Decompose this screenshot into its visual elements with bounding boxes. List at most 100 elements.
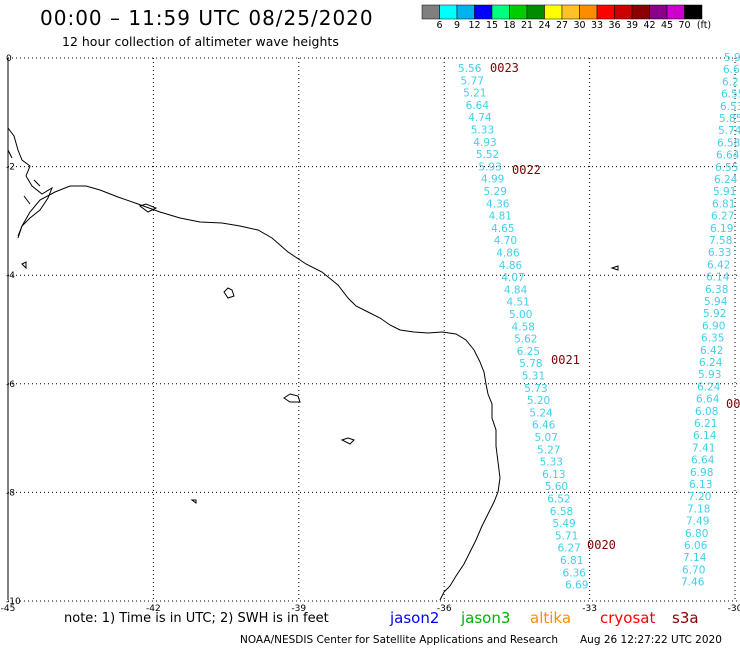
swh-value: 5.20 [527,395,550,407]
color-swatch [666,4,685,20]
island [340,437,355,445]
color-swatch [596,4,615,20]
swh-value: 4.99 [481,174,504,186]
swh-value: 6.24 [697,381,721,393]
swh-value: 6.21 [694,418,717,430]
lon-tick-label: -45 [1,604,16,614]
swh-value: 6.33 [708,247,731,259]
pass-time-label: 0021 [551,353,580,367]
pass-time-label: 0022 [512,163,541,177]
swh-value: 6.70 [682,564,705,576]
swh-value: 4.86 [496,248,520,260]
scale-label: 18 [503,20,516,31]
swh-value: 6.24 [714,174,738,186]
swh-value: 6.08 [695,406,718,418]
swh-value: 5.21 [463,88,486,100]
satellite-legend-s3a: s3a [672,609,699,627]
swh-value: 5.71 [555,530,578,542]
satellite-legend-jason2: jason2 [390,609,440,627]
swh-value: 6.69 [565,580,588,592]
color-swatch [474,4,493,20]
generated-timestamp: Aug 26 12:27:22 UTC 2020 [580,634,722,646]
swh-value: 6.35 [701,333,724,345]
swh-value: 6.24 [699,357,723,369]
swh-value: 4.51 [506,297,529,309]
scale-label: 9 [453,20,461,31]
swh-value: 6.14 [693,430,717,442]
color-swatch [509,4,528,20]
lat-tick-label: -2 [6,163,15,173]
swh-value: 4.81 [489,211,512,223]
page-subtitle: 12 hour collection of altimeter wave hei… [62,34,339,49]
swh-value: 5.33 [471,125,494,137]
color-swatch [544,4,563,20]
lon-tick-label: -39 [291,604,306,614]
swh-value: 6.42 [700,345,723,357]
swh-value: 6.36 [563,567,587,579]
swh-value: 5.00 [509,309,532,321]
lat-tick-label: 0 [6,54,12,64]
swh-value: 5.52 [476,149,499,161]
color-scale [421,4,703,20]
island [223,287,235,299]
swh-value: 6.81 [712,198,735,210]
swh-value: 4.65 [491,223,514,235]
color-swatch [684,4,703,20]
scale-label: 30 [573,20,586,31]
scale-label: 42 [643,20,656,31]
swh-value: 6.52 [547,494,570,506]
scale-label: 39 [625,20,639,31]
island [283,393,301,403]
swh-value: 7.18 [687,503,710,515]
color-swatch [491,4,510,20]
scale-label: 21 [520,20,534,31]
swh-value: 6.64 [691,455,715,467]
swh-value: 6.6 [723,64,740,76]
island [138,203,158,213]
swh-value: 4.93 [473,137,496,149]
coastal-detail [7,127,54,237]
satellite-legend-cryosat: cryosat [600,609,656,627]
swh-value: 7.41 [692,442,715,454]
lon-tick-label: -42 [146,604,161,614]
scale-label: 15 [485,20,499,31]
page-title: 00:00 – 11:59 UTC 08/25/2020 [40,6,374,30]
lon-tick-label: -30 [728,604,740,614]
swh-value: 6.2 [722,76,739,88]
island [610,265,619,271]
color-swatch [456,4,475,20]
swh-value: 6.80 [685,528,708,540]
swh-value: 5.77 [461,75,484,87]
lat-tick-label: -8 [6,488,15,498]
color-swatch [631,4,650,20]
swh-value: 5.74 [718,125,740,137]
swh-value: 6.55 [715,162,738,174]
lat-tick-label: -6 [6,380,15,390]
swh-value: 5.93 [478,161,501,173]
swh-value: 7.58 [709,235,732,247]
lon-tick-label: -33 [582,604,597,614]
island [190,499,197,504]
altimeter-tracks: 5.565.775.216.644.745.334.935.525.934.99… [458,52,740,592]
color-swatch [526,4,545,20]
lat-lon-grid: -45 -42 -39 -36 -33 -30 0 -2 -4 -6 -8 -10 [1,54,740,614]
color-swatch [421,4,440,20]
swh-value: 7.20 [688,491,711,503]
scale-label: 36 [608,20,621,31]
swh-value: 5.56 [458,63,482,75]
scale-label: 70 [678,20,691,31]
lat-tick-label: -4 [6,271,15,281]
swh-value: 6.42 [707,259,730,271]
scale-label: 6 [436,20,443,31]
swh-value: 6.25 [517,346,540,358]
swh-value: 6.64 [466,100,490,112]
swh-value: 4.70 [494,235,517,247]
swh-value: 5.24 [529,407,553,419]
swh-value: 6.98 [690,467,713,479]
lon-tick-label: -36 [437,604,452,614]
swh-value: 4.36 [486,198,510,210]
scale-unit-label: (ft) [696,20,712,31]
swh-value: 5.85 [719,113,740,125]
swh-value: 5.31 [522,371,545,383]
